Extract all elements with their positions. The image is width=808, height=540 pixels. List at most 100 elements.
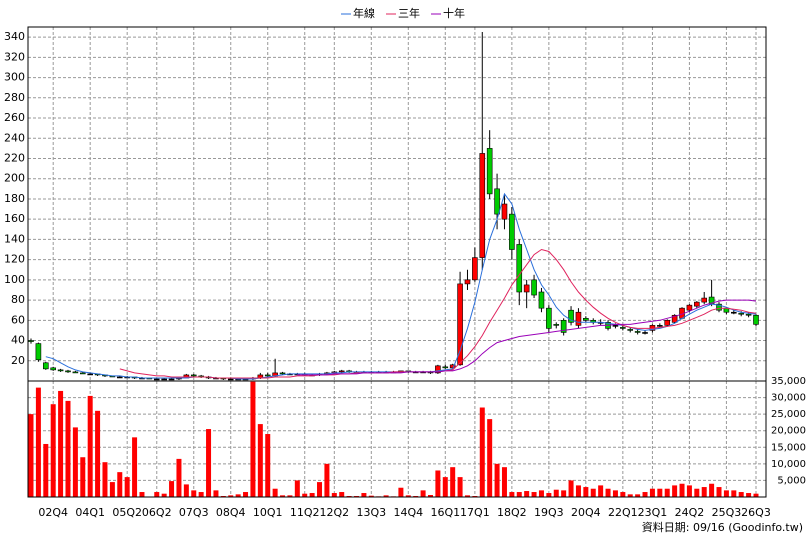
volume-bar	[87, 395, 93, 497]
x-tick-label: 11Q2	[290, 506, 320, 519]
y-tick-label: 300	[4, 71, 25, 84]
volume-bar	[383, 495, 389, 497]
volume-bar	[450, 467, 456, 497]
y-tick-label: 20	[11, 354, 25, 367]
volume-bar	[642, 492, 648, 497]
candle-body	[464, 279, 471, 285]
x-tick-label: 20Q4	[571, 506, 601, 519]
volume-bar	[317, 482, 323, 497]
x-tick-label: 10Q1	[253, 506, 283, 519]
volume-bar	[546, 493, 552, 497]
volume-frame	[27, 380, 767, 498]
volume-bar	[553, 489, 559, 497]
y-tick-label: 180	[4, 192, 25, 205]
y-tick-label: 160	[4, 212, 25, 225]
volume-bar	[575, 485, 581, 497]
volume-bar	[132, 437, 138, 497]
volume-bar	[672, 485, 678, 497]
candle-body	[583, 317, 589, 321]
candle-body	[738, 312, 745, 315]
volume-bar	[191, 490, 197, 497]
legend: 年線 三年 十年	[341, 6, 465, 20]
candle-body	[338, 370, 345, 373]
y2-tick-label: 20,000	[771, 426, 806, 437]
ma-line	[119, 248, 757, 379]
candle-body	[35, 343, 42, 361]
volume-bar	[72, 427, 78, 497]
candle-body	[457, 283, 463, 366]
volume-bar	[176, 458, 182, 497]
volume-bar	[272, 488, 278, 497]
volume-bar	[694, 488, 700, 497]
volume-bar	[124, 477, 130, 497]
y2-tick-label: 5,000	[777, 475, 806, 486]
volume-bar	[649, 488, 655, 497]
volume-bar	[58, 390, 64, 497]
volume-bar	[405, 495, 411, 497]
volume-bar	[206, 429, 212, 497]
volume-bar	[627, 494, 633, 497]
x-tick-label: 22Q1	[608, 506, 638, 519]
volume-bar	[331, 493, 337, 497]
candle-body	[479, 153, 486, 258]
candle-body	[546, 307, 552, 329]
volume-bar	[361, 493, 367, 497]
volume-bar	[679, 483, 685, 497]
y-tick-label: 100	[4, 273, 25, 286]
candle-body	[279, 372, 286, 375]
volume-bar	[35, 387, 41, 497]
y-tick-label: 140	[4, 232, 25, 245]
x-tick-label: 07Q3	[179, 506, 209, 519]
volume-bar	[169, 481, 175, 497]
volume-bar	[664, 488, 670, 497]
x-tick-label: 16Q1	[430, 506, 460, 519]
volume-bar	[435, 470, 441, 497]
volume-bar	[213, 490, 219, 497]
candle-body	[190, 374, 197, 377]
volume-bar	[50, 404, 56, 497]
volume-bar	[524, 491, 530, 497]
volume-bar	[516, 492, 522, 497]
candle-body	[509, 213, 515, 250]
volume-bar	[280, 495, 286, 497]
y-tick-label: 340	[4, 30, 25, 43]
volume-bar	[117, 472, 123, 497]
x-tick-label: 25Q3	[712, 506, 742, 519]
candle-body	[442, 366, 449, 369]
volume-bar	[509, 492, 515, 497]
candle-body	[612, 325, 619, 327]
x-tick-label: 04Q1	[75, 506, 105, 519]
candle-body	[657, 325, 663, 327]
y-tick-label: 40	[11, 334, 25, 347]
candle-body	[531, 279, 537, 296]
candle-body	[568, 309, 574, 323]
volume-bar	[464, 495, 470, 497]
volume-bar	[257, 424, 263, 497]
candle-body	[694, 301, 700, 307]
volume-bar	[183, 484, 189, 497]
volume-bar	[605, 488, 611, 497]
candle-body	[642, 332, 648, 334]
volume-bar	[538, 490, 544, 497]
candle-body	[486, 148, 493, 195]
y2-tick-label: 10,000	[771, 459, 806, 470]
y-tick-label: 280	[4, 91, 25, 104]
legend-label: 十年	[443, 6, 465, 20]
y-tick-label: 60	[11, 313, 25, 326]
candle-body	[501, 203, 508, 220]
candle-body	[472, 257, 478, 281]
candle-body	[72, 371, 79, 374]
volume-bar	[479, 407, 485, 497]
volume-bar	[287, 495, 293, 497]
y-tick-label: 320	[4, 50, 25, 63]
volume-bar	[95, 410, 101, 497]
candle-body	[538, 291, 545, 309]
x-tick-label: 06Q2	[142, 506, 172, 519]
volume-bar	[731, 490, 737, 497]
candle-body	[50, 367, 56, 371]
volume-bar	[398, 487, 404, 497]
candle-body	[168, 378, 175, 381]
candle-body	[161, 378, 167, 381]
candle-body	[435, 365, 441, 374]
